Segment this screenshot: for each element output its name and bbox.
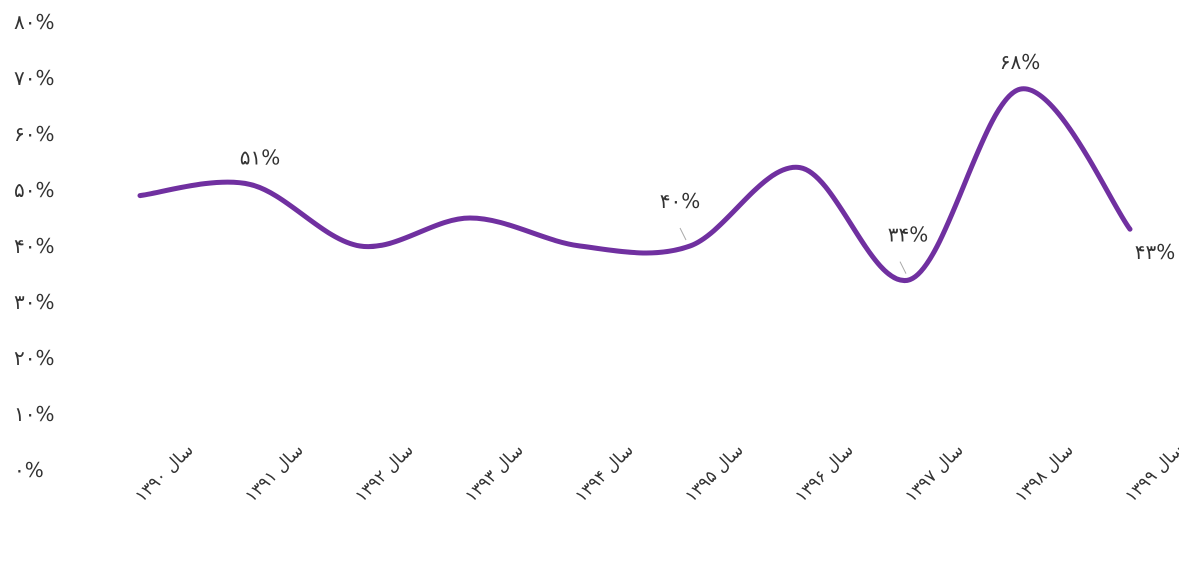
x-tick-label: سال ۱۳۹۲ <box>351 440 417 506</box>
data-label-leader <box>679 227 687 241</box>
x-tick-label: سال ۱۳۹۷ <box>901 440 967 506</box>
y-tick-label: ۰% <box>14 458 44 482</box>
x-tick-label: سال ۱۳۹۹ <box>1121 440 1179 506</box>
y-tick-label: ۶۰% <box>14 122 55 146</box>
y-tick-label: ۱۰% <box>14 402 55 426</box>
x-tick-label: سال ۱۳۹۶ <box>791 440 857 506</box>
x-tick-label: سال ۱۳۹۳ <box>461 440 527 506</box>
data-labels-group: ۵۱% ۴۰% ۳۴% ۶۸% ۴۳% <box>240 50 1176 274</box>
x-tick-label: سال ۱۳۹۱ <box>241 440 307 506</box>
data-label: ۶۸% <box>1000 50 1041 74</box>
x-axis: سال ۱۳۹۰ سال ۱۳۹۱ سال ۱۳۹۲ سال ۱۳۹۳ سال ۱۳۹۴… <box>131 440 1179 506</box>
data-label: ۳۴% <box>888 223 929 247</box>
series-line-group <box>137 86 1133 284</box>
data-label-leader <box>899 261 907 274</box>
y-tick-label: ۵۰% <box>14 178 55 202</box>
x-tick-label: سال ۱۳۹۴ <box>571 440 637 506</box>
data-label: ۴۰% <box>660 189 701 213</box>
y-tick-label: ۲۰% <box>14 346 55 370</box>
y-tick-label: ۴۰% <box>14 234 55 258</box>
y-tick-label: ۷۰% <box>14 66 55 90</box>
data-label: ۵۱% <box>240 145 281 169</box>
series-line <box>137 86 1133 284</box>
data-label: ۴۳% <box>1135 240 1176 264</box>
y-axis: ۰% ۱۰% ۲۰% ۳۰% ۴۰% ۵۰% ۶۰% ۷۰% ۸۰% <box>14 10 55 482</box>
x-tick-label: سال ۱۳۹۸ <box>1011 440 1077 506</box>
y-tick-label: ۳۰% <box>14 290 55 314</box>
y-tick-label: ۸۰% <box>14 10 55 34</box>
x-tick-label: سال ۱۳۹۰ <box>131 440 197 506</box>
x-tick-label: سال ۱۳۹۵ <box>681 440 747 506</box>
